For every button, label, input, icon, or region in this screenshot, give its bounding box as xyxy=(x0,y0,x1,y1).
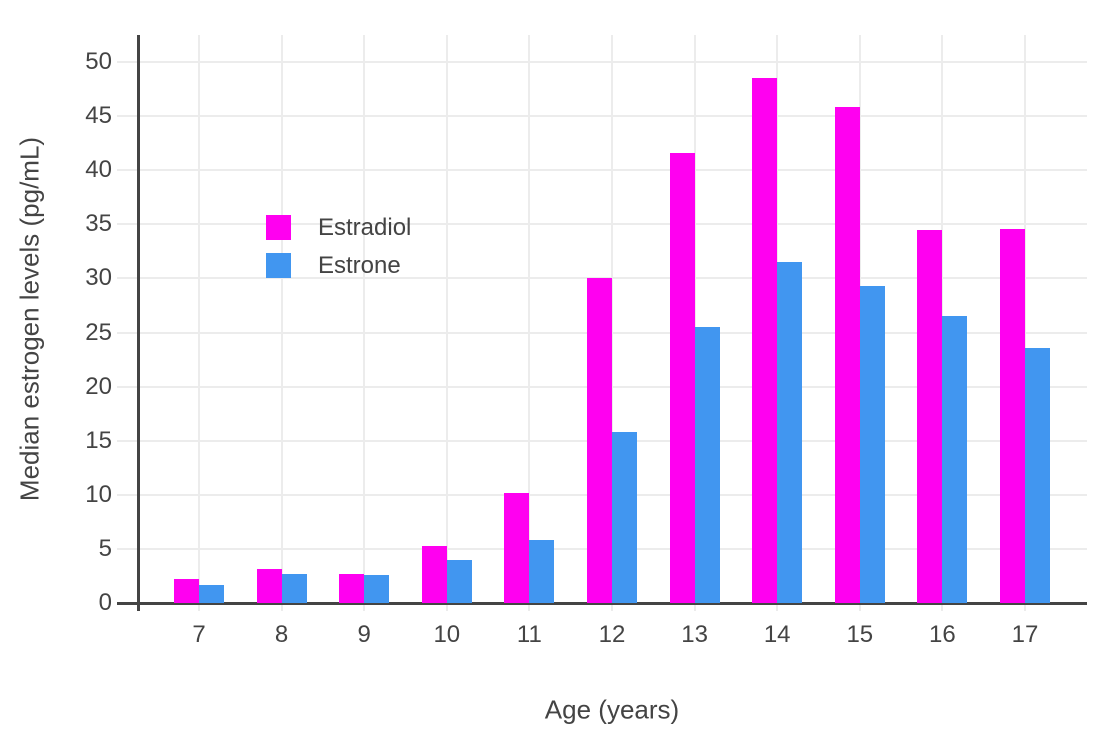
bar-estrone-age-11[interactable] xyxy=(529,540,555,603)
x-axis-line xyxy=(117,602,1087,605)
x-axis-title: Age (years) xyxy=(544,694,680,725)
bar-estradiol-age-14[interactable] xyxy=(752,78,778,603)
y-axis-line xyxy=(137,35,140,611)
y-gridline xyxy=(117,223,1087,226)
x-tick-label: 11 xyxy=(516,621,542,648)
x-gridline xyxy=(280,35,283,611)
x-tick-label: 8 xyxy=(274,621,289,648)
estrone-swatch-icon xyxy=(266,253,291,278)
bar-estrone-age-17[interactable] xyxy=(1025,347,1050,603)
bar-estrone-age-10[interactable] xyxy=(446,559,472,603)
y-gridline xyxy=(117,169,1087,172)
x-gridline xyxy=(693,35,696,611)
bar-estrone-age-7[interactable] xyxy=(199,584,224,603)
x-gridline xyxy=(1024,35,1026,611)
legend-item-estradiol[interactable]: Estradiol xyxy=(266,215,411,240)
bar-estrone-age-16[interactable] xyxy=(942,316,968,603)
bar-estradiol-age-9[interactable] xyxy=(339,573,365,603)
y-tick-label: 35 xyxy=(85,210,112,238)
y-tick-label: 40 xyxy=(85,156,112,184)
bar-estradiol-age-12[interactable] xyxy=(587,278,612,603)
x-gridline xyxy=(198,35,200,611)
y-tick-label: 25 xyxy=(85,318,112,346)
bar-estradiol-age-17[interactable] xyxy=(1000,228,1025,603)
y-gridline xyxy=(117,61,1087,64)
bar-estradiol-age-10[interactable] xyxy=(421,545,447,603)
y-tick-label: 30 xyxy=(85,264,112,292)
y-tick-label: 15 xyxy=(85,426,112,454)
x-tick-label: 12 xyxy=(598,621,626,648)
legend-label-estradiol: Estradiol xyxy=(318,214,412,241)
bar-estrone-age-8[interactable] xyxy=(281,573,307,603)
bar-estradiol-age-7[interactable] xyxy=(174,579,199,603)
legend: Estradiol Estrone xyxy=(266,215,411,291)
x-tick-label: 15 xyxy=(846,621,874,648)
y-tick-label: 45 xyxy=(85,102,112,130)
bar-estrone-age-9[interactable] xyxy=(364,574,390,603)
x-tick-label: 13 xyxy=(681,621,708,648)
bar-estradiol-age-16[interactable] xyxy=(917,229,943,603)
y-tick-label: 5 xyxy=(98,534,112,562)
x-tick-label: 7 xyxy=(192,621,206,648)
x-gridline xyxy=(445,35,448,611)
y-tick-label: 50 xyxy=(85,48,112,76)
bar-estrone-age-13[interactable] xyxy=(694,327,720,603)
x-gridline xyxy=(611,35,613,611)
legend-label-estrone: Estrone xyxy=(318,252,401,279)
y-tick-label: 0 xyxy=(98,589,112,616)
y-tick-label: 20 xyxy=(85,372,112,400)
bar-estradiol-age-13[interactable] xyxy=(669,152,695,603)
bar-estradiol-age-8[interactable] xyxy=(256,569,282,603)
bar-estrone-age-14[interactable] xyxy=(777,262,803,603)
bar-estrone-age-12[interactable] xyxy=(612,432,637,603)
y-tick-label: 10 xyxy=(85,480,112,508)
bar-estradiol-age-15[interactable] xyxy=(834,107,860,603)
y-axis-title: Median estrogen levels (pg/mL) xyxy=(14,136,45,502)
y-gridline xyxy=(117,115,1087,118)
x-tick-label: 14 xyxy=(763,621,791,648)
x-gridline xyxy=(528,35,531,611)
x-tick-label: 10 xyxy=(433,621,461,648)
x-tick-label: 17 xyxy=(1011,621,1039,648)
bar-estradiol-age-11[interactable] xyxy=(504,492,530,603)
legend-item-estrone[interactable]: Estrone xyxy=(266,253,411,278)
x-gridline xyxy=(363,35,366,611)
x-tick-label: 9 xyxy=(357,621,371,648)
x-tick-label: 16 xyxy=(929,621,956,648)
bar-estrone-age-15[interactable] xyxy=(859,286,885,603)
estradiol-swatch-icon xyxy=(266,215,291,240)
